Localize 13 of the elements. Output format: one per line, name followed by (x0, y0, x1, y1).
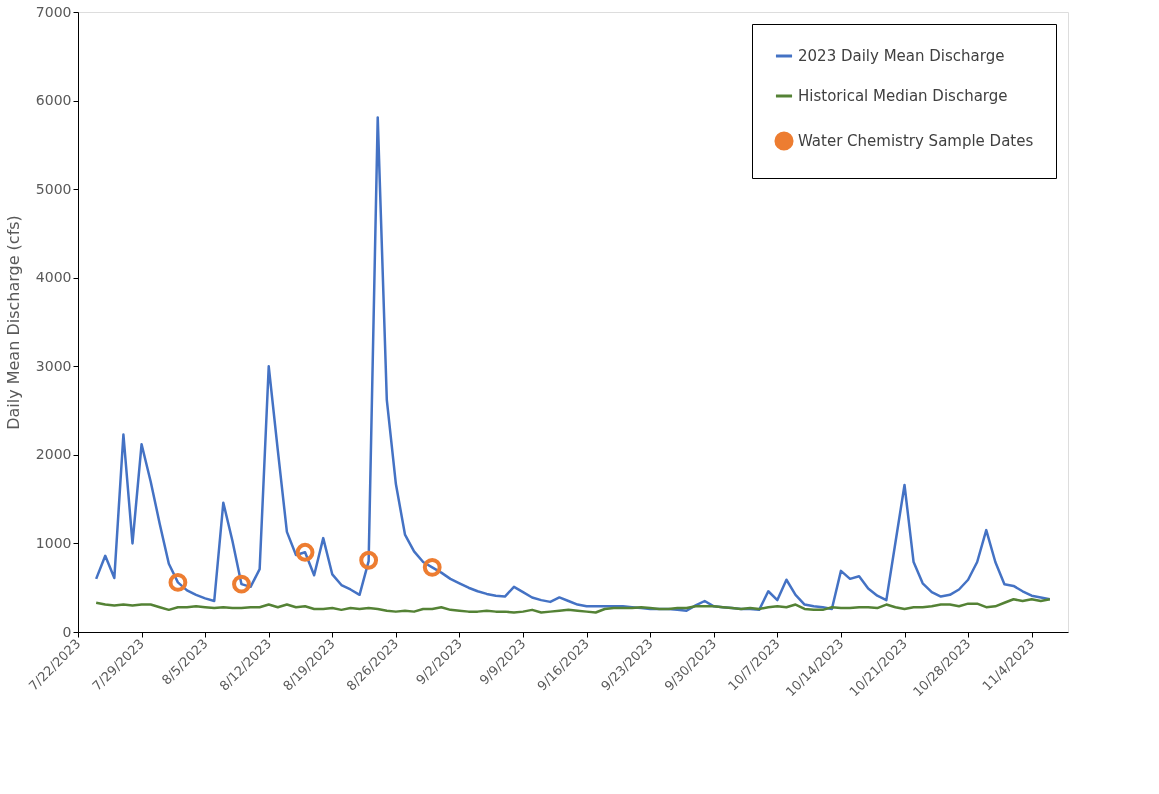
line-series (94, 597, 1052, 614)
y-axis-title: Daily Mean Discharge (cfs) (3, 215, 23, 430)
y-tick-label: 0 (62, 623, 72, 640)
y-tick-label: 6000 (35, 92, 72, 109)
legend-label: Water Chemistry Sample Dates (798, 132, 1034, 150)
legend-label: 2023 Daily Mean Discharge (798, 47, 1005, 65)
y-tick-label: 7000 (35, 3, 72, 20)
y-tick-label: 4000 (35, 269, 72, 286)
y-tick-label: 5000 (35, 180, 72, 197)
legend-label: Historical Median Discharge (798, 87, 1008, 105)
y-tick-label: 2000 (35, 446, 72, 463)
y-tick-label: 3000 (35, 357, 72, 374)
y-tick-label: 1000 (35, 534, 72, 551)
